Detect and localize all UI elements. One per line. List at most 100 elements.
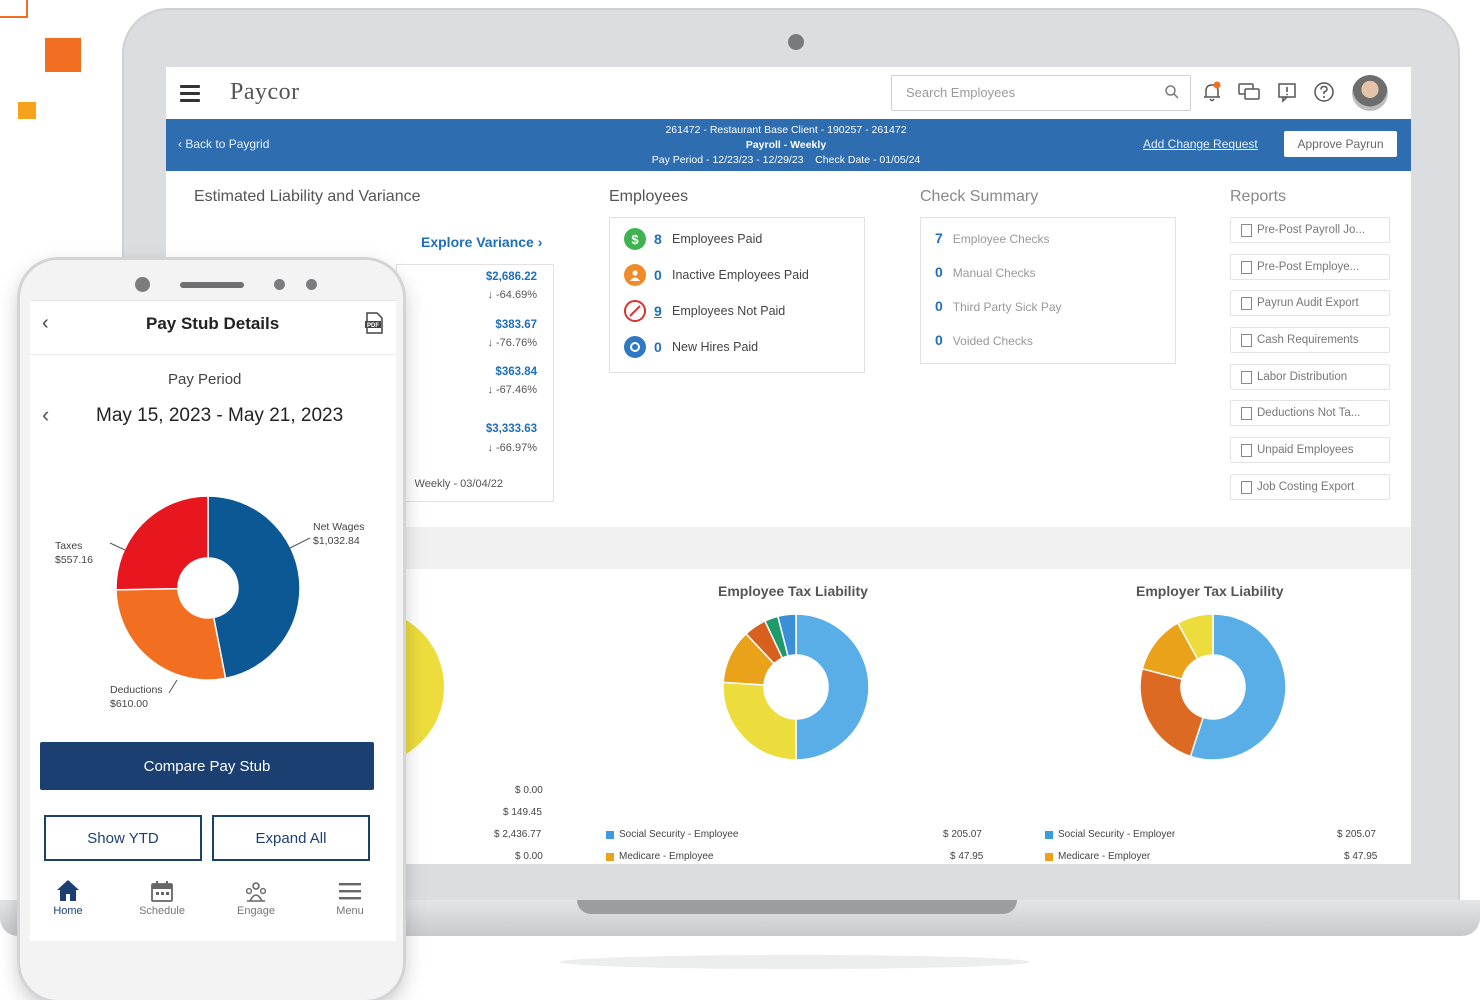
donut-slice-slice-6 xyxy=(776,613,797,657)
help-icon[interactable] xyxy=(1311,79,1337,105)
liability-value: $3,333.63 xyxy=(485,423,537,435)
report-job-costing-export[interactable]: Job Costing Export xyxy=(1230,474,1390,500)
nav-home[interactable]: Home xyxy=(38,878,98,917)
donut-slice-social-security-employee xyxy=(795,613,870,761)
decor-square-outline xyxy=(0,0,28,18)
deductions-label: Deductions $610.00 xyxy=(110,684,163,710)
hamburger-menu-icon[interactable] xyxy=(180,85,200,102)
pay-period-line: Pay Period - 12/23/23 - 12/29/23 Check D… xyxy=(651,154,921,166)
document-icon xyxy=(1241,296,1252,310)
legend-value: $ 47.95 xyxy=(1344,851,1378,862)
employee-checks-count: 7 xyxy=(935,230,943,246)
report-deductions-not-taxed[interactable]: Deductions Not Ta... xyxy=(1230,400,1390,426)
report-pre-post-payroll[interactable]: Pre-Post Payroll Jo... xyxy=(1230,217,1390,243)
document-icon xyxy=(1241,223,1252,237)
report-cash-requirements[interactable]: Cash Requirements xyxy=(1230,327,1390,353)
new-hires-count: 0 xyxy=(654,339,662,355)
net-wages-label: Net Wages $1,032.84 xyxy=(313,521,365,547)
chevron-left-icon: ‹ xyxy=(178,137,186,151)
third-party-sick-row[interactable]: 0 Third Party Sick Pay xyxy=(935,298,1062,314)
phone-speaker xyxy=(180,282,244,288)
legend-item: Social Security - Employee xyxy=(606,829,739,840)
report-pre-post-employee[interactable]: Pre-Post Employe... xyxy=(1230,254,1390,280)
chat-icon[interactable] xyxy=(1236,79,1262,105)
donut-slice-net-wages xyxy=(207,495,301,680)
payroll-type-line: Payroll - Weekly xyxy=(745,139,827,151)
third-party-sick-label: Third Party Sick Pay xyxy=(952,300,1062,314)
pay-period-value: May 15, 2023 - May 21, 2023 xyxy=(96,405,344,426)
bell-icon[interactable] xyxy=(1199,79,1225,105)
phone-sensor xyxy=(306,279,317,290)
liability-footnote: Weekly - 03/04/22 xyxy=(414,478,503,490)
liability-value: $383.67 xyxy=(495,319,537,331)
donut-slice-medicare-employee xyxy=(722,681,797,761)
approve-payrun-button[interactable]: Approve Payrun xyxy=(1284,131,1397,157)
taxes-label: Taxes $557.16 xyxy=(55,540,93,566)
add-change-request-link[interactable]: Add Change Request xyxy=(1143,137,1258,151)
search-placeholder: Search Employees xyxy=(906,85,1016,100)
show-ytd-button[interactable]: Show YTD xyxy=(44,815,202,861)
search-employees-input[interactable]: Search Employees xyxy=(891,75,1191,111)
top-bar: Paycor Search Employees xyxy=(166,67,1411,120)
previous-period-icon[interactable]: ‹ xyxy=(42,402,50,427)
search-icon[interactable] xyxy=(1164,84,1180,103)
feedback-icon[interactable] xyxy=(1274,79,1300,105)
employees-paid-count: 8 xyxy=(654,231,662,247)
voided-checks-row[interactable]: 0 Voided Checks xyxy=(935,332,1033,348)
employee-tax-chart-title: Employee Tax Liability xyxy=(718,583,868,599)
liability-variance: ↓ -76.76% xyxy=(487,337,537,349)
employees-paid-label: Employees Paid xyxy=(672,232,763,246)
phone-camera xyxy=(135,277,150,292)
chevron-right-icon: › xyxy=(537,234,543,250)
employee-checks-row[interactable]: 7 Employee Checks xyxy=(935,230,1050,246)
nav-menu[interactable]: Menu xyxy=(320,880,380,917)
donut-slice-medicare-employer xyxy=(1139,667,1205,758)
voided-checks-label: Voided Checks xyxy=(952,334,1033,348)
header-divider xyxy=(30,354,396,355)
donut-slice-slice-4 xyxy=(1176,613,1214,660)
document-icon xyxy=(1241,333,1252,347)
manual-checks-count: 0 xyxy=(935,264,943,280)
check-summary-card: 7 Employee Checks 0 Manual Checks 0 Third P… xyxy=(920,217,1176,364)
left-value: $ 149.45 xyxy=(503,807,542,818)
employer-tax-liability-chart xyxy=(1139,613,1287,761)
manual-checks-row[interactable]: 0 Manual Checks xyxy=(935,264,1036,280)
new-hires-row[interactable]: 0 New Hires Paid xyxy=(624,336,758,358)
laptop-shadow xyxy=(560,955,1030,969)
nav-engage[interactable]: Engage xyxy=(226,880,286,917)
report-labor-distribution[interactable]: Labor Distribution xyxy=(1230,364,1390,390)
inactive-employees-row[interactable]: 0 Inactive Employees Paid xyxy=(624,264,809,286)
app-logo: Paycor xyxy=(230,79,300,105)
compare-pay-stub-button[interactable]: Compare Pay Stub xyxy=(40,742,374,790)
explore-variance-link[interactable]: Explore Variance › xyxy=(421,234,542,250)
employees-card: $ 8 Employees Paid 0 Inactive Employees … xyxy=(609,217,865,373)
liability-value: $363.84 xyxy=(495,366,537,378)
expand-all-button[interactable]: Expand All xyxy=(212,815,370,861)
legend-value: $ 205.07 xyxy=(943,829,982,840)
dollar-icon: $ xyxy=(624,228,646,250)
employees-not-paid-row[interactable]: 9 Employees Not Paid xyxy=(624,300,785,322)
report-unpaid-employees[interactable]: Unpaid Employees xyxy=(1230,437,1390,463)
pdf-icon[interactable]: PDF xyxy=(364,312,384,339)
decor-square-yellow xyxy=(18,102,36,119)
phone-sensor xyxy=(274,279,285,290)
home-icon xyxy=(57,880,79,901)
pay-period-label: Pay Period xyxy=(168,371,242,388)
back-to-paygrid-link[interactable]: ‹ Back to Paygrid xyxy=(178,137,269,151)
user-avatar[interactable] xyxy=(1352,75,1388,111)
report-payrun-audit-export[interactable]: Payrun Audit Export xyxy=(1230,290,1390,316)
donut-slice-social-security-employer xyxy=(1189,613,1287,761)
back-arrow-icon[interactable]: ‹ xyxy=(42,312,49,334)
explore-variance-label: Explore Variance xyxy=(421,234,534,250)
prohibited-icon xyxy=(624,300,646,322)
svg-text:PDF: PDF xyxy=(367,323,379,329)
inactive-employees-count: 0 xyxy=(654,267,662,283)
legend-item: Medicare - Employee xyxy=(606,851,713,862)
employees-paid-row[interactable]: $ 8 Employees Paid xyxy=(624,228,762,250)
donut-slice-deductions xyxy=(115,587,227,681)
nav-schedule[interactable]: Schedule xyxy=(132,880,192,917)
employees-not-paid-label: Employees Not Paid xyxy=(672,304,786,318)
reports-title: Reports xyxy=(1230,188,1287,205)
employee-tax-liability-chart xyxy=(722,613,870,761)
legend-item: Medicare - Employer xyxy=(1045,851,1150,862)
